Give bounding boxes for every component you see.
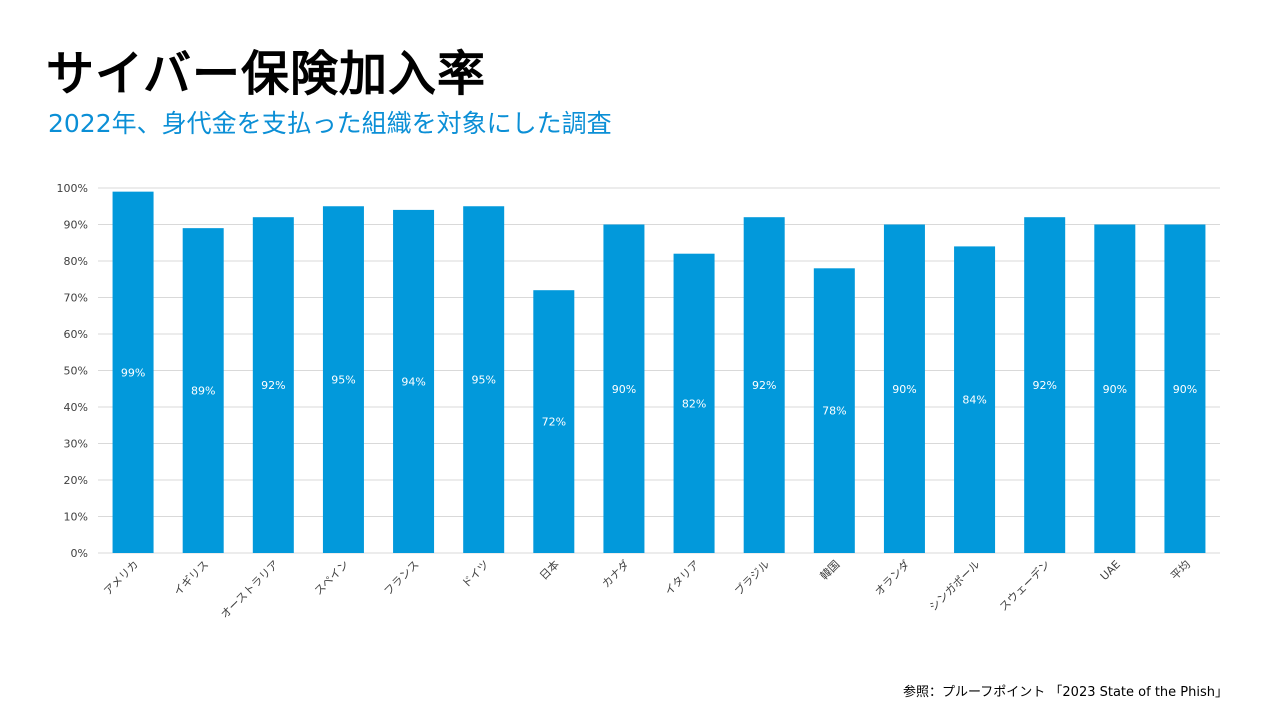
bar xyxy=(743,217,785,553)
bar xyxy=(673,253,715,553)
bar-value-label: 72% xyxy=(542,416,566,429)
bar-value-label: 90% xyxy=(892,383,916,396)
bar xyxy=(1164,224,1206,553)
y-tick-label: 60% xyxy=(64,328,88,341)
x-tick-label: ドイツ xyxy=(459,558,492,591)
bar-value-label: 95% xyxy=(331,374,355,387)
y-tick-label: 80% xyxy=(64,255,88,268)
x-tick-label: ブラジル xyxy=(731,557,772,598)
y-tick-label: 10% xyxy=(64,511,88,524)
x-tick-label: 平均 xyxy=(1168,558,1193,583)
y-tick-label: 30% xyxy=(64,438,88,451)
x-tick-label: イタリア xyxy=(662,558,702,598)
bar xyxy=(533,290,575,553)
page-title: サイバー保険加入率 xyxy=(46,46,487,102)
x-tick-label: オランダ xyxy=(872,557,913,598)
chart-bars xyxy=(112,191,1206,553)
bar xyxy=(1094,224,1136,553)
bar xyxy=(603,224,645,553)
x-axis-labels: アメリカ イギリス オーストラリア スペイン フランス ドイツ 日本 カナダ イタリア ブラジル 韓… xyxy=(101,557,1193,621)
bar-value-label: 82% xyxy=(682,397,706,410)
x-tick-label: アメリカ xyxy=(101,558,141,598)
x-tick-label: 韓国 xyxy=(818,558,843,583)
bar xyxy=(182,228,224,553)
bar-value-label: 78% xyxy=(822,405,846,418)
bar-value-label: 89% xyxy=(191,385,215,398)
x-tick-label: UAE xyxy=(1098,558,1123,583)
page-subtitle: 2022年、身代金を支払った組織を対象にした調査 xyxy=(48,109,612,138)
bar xyxy=(954,246,996,553)
bar-value-label: 92% xyxy=(752,379,776,392)
bar-value-label: 90% xyxy=(1103,383,1127,396)
bar xyxy=(112,191,154,553)
x-tick-label: カナダ xyxy=(599,557,632,590)
x-tick-label: シンガポール xyxy=(927,558,983,614)
bar-value-label: 84% xyxy=(962,394,986,407)
bar xyxy=(393,209,435,553)
y-tick-label: 20% xyxy=(64,474,88,487)
x-tick-label: オーストラリア xyxy=(218,558,281,621)
bar-value-label: 95% xyxy=(471,374,495,387)
x-tick-label: イギリス xyxy=(171,558,211,598)
bar-value-label: 90% xyxy=(612,383,636,396)
bar xyxy=(252,217,294,553)
value-labels: 99% 89% 92% 95% 94% 95% 72% 90% 82% 92% 78% 90% 84% 9… xyxy=(121,366,1197,428)
y-tick-label: 90% xyxy=(64,219,88,232)
x-tick-label: スウェーデン xyxy=(996,557,1053,614)
source-note: 参照：プルーフポイント 「2023 State of the Phish」 xyxy=(903,685,1228,700)
x-tick-label: フランス xyxy=(382,558,422,598)
y-tick-label: 100% xyxy=(57,182,88,195)
bar-value-label: 92% xyxy=(1032,379,1056,392)
bar xyxy=(883,224,925,553)
y-tick-label: 50% xyxy=(64,365,88,378)
bar-value-label: 90% xyxy=(1173,383,1197,396)
bar-value-label: 99% xyxy=(121,366,145,379)
y-tick-label: 40% xyxy=(64,401,88,414)
x-tick-label: 日本 xyxy=(536,557,561,582)
bar xyxy=(1024,217,1066,553)
bar xyxy=(463,206,505,553)
x-tick-label: スペイン xyxy=(312,558,352,598)
bar-value-label: 92% xyxy=(261,379,285,392)
y-tick-label: 70% xyxy=(64,292,88,305)
bar-value-label: 94% xyxy=(401,375,425,388)
bar xyxy=(322,206,364,553)
y-tick-label: 0% xyxy=(71,547,88,560)
y-axis-ticks: 0% 10% 20% 30% 40% 50% 60% 70% 80% 90% 100% xyxy=(57,182,88,560)
bar xyxy=(813,268,855,553)
